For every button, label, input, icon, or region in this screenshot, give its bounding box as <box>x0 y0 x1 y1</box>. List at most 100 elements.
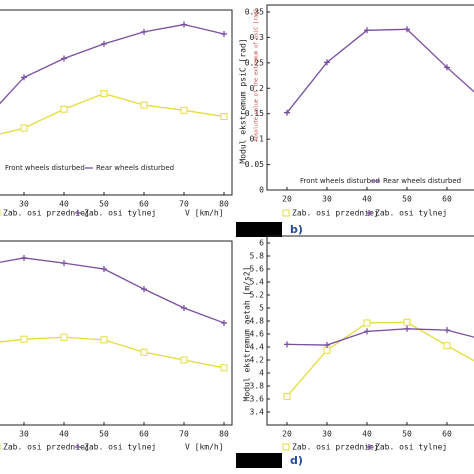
redaction <box>236 222 282 237</box>
marker <box>140 348 148 356</box>
x-tick-label: 80 <box>219 200 229 209</box>
x-tick-label: 30 <box>322 195 332 204</box>
plot-frame <box>0 240 233 426</box>
marker <box>283 392 291 400</box>
marker <box>324 59 330 66</box>
marker <box>180 356 188 364</box>
legend-marker <box>75 444 81 450</box>
plot-frame <box>266 235 474 426</box>
chart-panel: 20 30 40 50 60 0 0.05 0.1 0.15 0.2 0.25 0.3 0.35 Zab.… <box>239 4 474 236</box>
marker <box>364 27 370 34</box>
legend-label: Zab. osi tylnej <box>375 209 447 218</box>
y-axis-label-secondary: Absolute value of the extremum of psiC [… <box>254 9 260 141</box>
y-tick-label: 0.05 <box>245 160 264 169</box>
y-tick-label: 3.8 <box>250 382 265 391</box>
plot-frame <box>266 4 474 191</box>
x-axis-label: V [km/h] <box>185 443 224 452</box>
legend-label: Zab. osi przedniej <box>3 209 90 218</box>
x-tick-label: 50 <box>99 430 109 439</box>
chart-panel: 20 30 40 50 60 3.4 3.6 3.8 4 4.2 4.4 4.6 4.8 5 5.2 5.4 5… <box>243 235 474 467</box>
legend-label: Zab. osi przedniej <box>3 443 90 452</box>
x-tick-label: 50 <box>99 200 109 209</box>
y-tick-label: 4.4 <box>250 343 265 352</box>
x-tick-label: 30 <box>19 200 29 209</box>
y-tick-label: 3.4 <box>250 408 265 417</box>
inner-legend-label: Rear wheels disturbed <box>383 177 461 185</box>
x-tick-label: 80 <box>219 430 229 439</box>
series-line <box>286 28 474 114</box>
marker <box>61 260 67 267</box>
legend-label: Zab. osi przedniej <box>292 443 379 452</box>
marker <box>323 346 331 354</box>
y-tick-label: 3.6 <box>250 395 265 404</box>
x-tick-label: 20 <box>282 430 292 439</box>
marker <box>181 305 187 311</box>
inner-legend-label: Front wheels disturbed <box>5 164 85 172</box>
marker <box>444 327 450 334</box>
x-tick-label: 40 <box>59 430 69 439</box>
x-tick-label: 70 <box>179 430 189 439</box>
y-tick-label: 5 <box>259 304 264 313</box>
marker <box>21 254 27 261</box>
marker <box>181 21 187 28</box>
y-tick-label: 0.2 <box>250 84 265 93</box>
chart-panel: 30 40 50 60 70 80 Zab. osi przedniej Front whee… <box>0 9 233 218</box>
x-tick-label: 70 <box>179 200 189 209</box>
plot-frame <box>0 9 233 196</box>
x-tick-label: 50 <box>402 195 412 204</box>
legend-label: Zab. osi przedniej <box>292 209 379 218</box>
inner-legend-label: Rear wheels disturbed <box>96 164 174 172</box>
legend-label: Zab. osi tylnej <box>84 209 156 218</box>
legend-marker <box>282 443 290 451</box>
marker <box>101 266 107 272</box>
x-tick-label: 60 <box>139 200 149 209</box>
marker <box>404 26 410 33</box>
legend-marker <box>282 209 290 217</box>
series-line <box>286 321 474 397</box>
y-tick-label: 0.35 <box>245 8 264 17</box>
panel-label: d) <box>290 454 303 467</box>
legend-label: Zab. osi tylnej <box>84 443 156 452</box>
y-tick-label: 6 <box>259 239 264 248</box>
x-tick-label: 30 <box>322 430 332 439</box>
y-tick-label: 5.4 <box>250 278 265 287</box>
x-tick-label: 40 <box>59 200 69 209</box>
marker <box>444 64 450 71</box>
y-tick-label: 0.1 <box>250 135 265 144</box>
y-tick-label: 0.15 <box>245 109 264 118</box>
marker <box>101 40 107 47</box>
y-axis-label: Modul ekstremum aetah [m/s2] <box>243 267 252 402</box>
marker <box>364 328 370 335</box>
marker <box>220 364 228 372</box>
marker <box>404 325 410 332</box>
y-tick-label: 5.2 <box>250 291 265 300</box>
marker <box>363 319 371 327</box>
marker <box>221 319 227 326</box>
marker <box>20 124 28 132</box>
x-tick-label: 30 <box>19 430 29 439</box>
x-tick-label: 20 <box>282 195 292 204</box>
legend-marker <box>75 210 81 216</box>
panel-label: b) <box>290 223 303 236</box>
marker <box>284 109 290 116</box>
marker <box>220 113 228 121</box>
series-line <box>0 336 225 369</box>
marker <box>443 342 451 350</box>
marker <box>140 101 148 109</box>
y-tick-label: 5.8 <box>250 252 265 261</box>
redaction <box>236 453 282 468</box>
y-tick-label: 0.25 <box>245 58 264 67</box>
y-tick-label: 0 <box>259 186 264 195</box>
marker <box>60 105 68 113</box>
x-tick-label: 60 <box>442 195 452 204</box>
marker <box>100 90 108 98</box>
marker <box>60 333 68 341</box>
marker <box>324 342 330 349</box>
y-tick-label: 0.3 <box>250 33 265 42</box>
y-tick-label: 4.2 <box>250 356 265 365</box>
marker <box>141 28 147 35</box>
marker <box>180 106 188 114</box>
marker <box>61 55 67 62</box>
